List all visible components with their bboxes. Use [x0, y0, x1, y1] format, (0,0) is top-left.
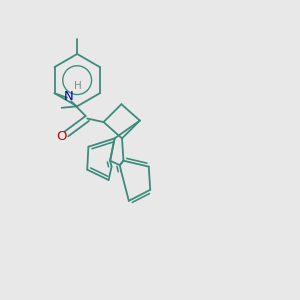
Text: H: H — [74, 81, 82, 92]
Text: N: N — [64, 90, 74, 103]
Text: O: O — [56, 130, 67, 143]
